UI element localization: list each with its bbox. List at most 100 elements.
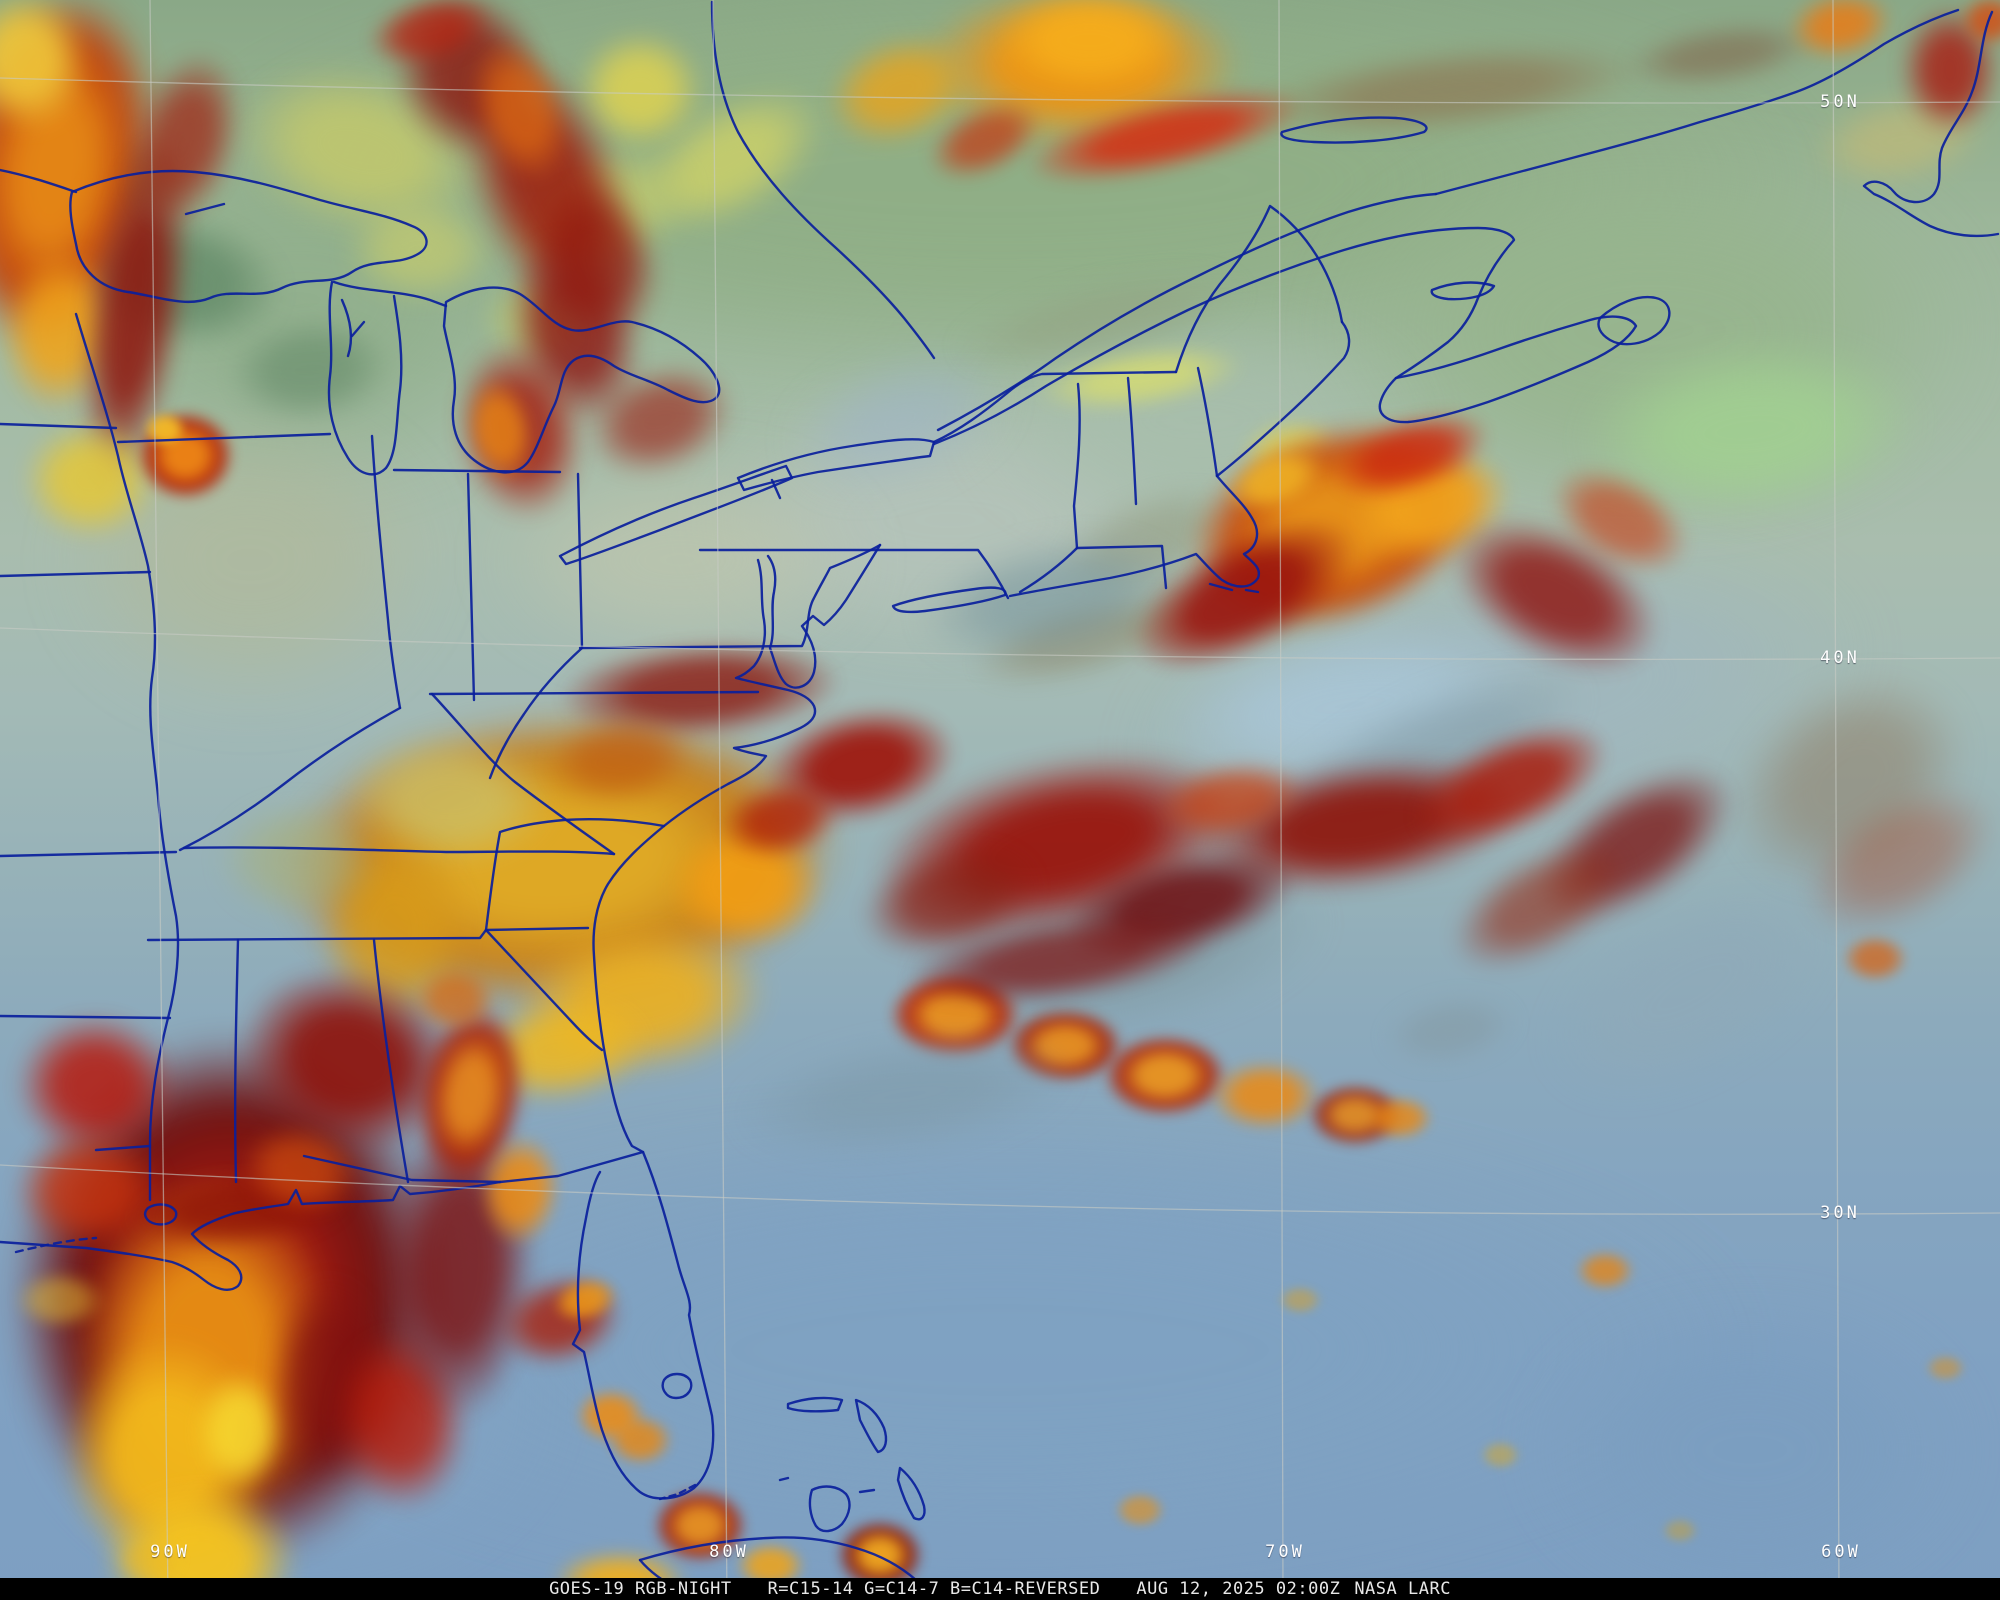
border-path (1196, 366, 1219, 478)
border-path (116, 432, 332, 444)
border-path (1862, 10, 2000, 238)
grid-label-40n: 40N (1820, 648, 1860, 668)
gridline-meridian-70w (1278, 0, 1284, 1600)
border-path (498, 1150, 715, 1500)
border-path (766, 543, 882, 689)
border-path (144, 1203, 178, 1226)
border-path (0, 168, 78, 194)
border-path (69, 169, 428, 304)
border-path (736, 438, 936, 492)
border-path (94, 1144, 152, 1152)
cloud-blob (1917, 1349, 1973, 1387)
cloud-blob (400, 955, 510, 1045)
gridline-parallel-30n (0, 1164, 2000, 1215)
grid-label-70w: 70W (1265, 1542, 1305, 1562)
border-path (1434, 8, 1960, 196)
grid-label-80w: 80W (709, 1542, 749, 1562)
border-path (592, 558, 817, 1154)
gridline-meridian-80w (712, 0, 728, 1600)
grid-label-90w: 90W (150, 1542, 190, 1562)
border-path (854, 1398, 888, 1454)
cloud-blob (1655, 1512, 1705, 1548)
border-path (1244, 588, 1260, 594)
border-path (1075, 544, 1168, 590)
border-path (932, 370, 1178, 444)
border-path (858, 1488, 876, 1494)
caption-channels: R=C15-14 G=C14-7 B=C14-REVERSED (767, 1579, 1101, 1599)
border-path (1018, 546, 1079, 594)
border-path (350, 320, 366, 338)
cloud-blob (135, 405, 195, 455)
border-path (1378, 315, 1638, 424)
caption-product: GOES-19 RGB-NIGHT (549, 1579, 732, 1599)
border-path (178, 706, 402, 852)
border-path (578, 543, 882, 650)
cloud-blob (1270, 1280, 1330, 1320)
border-path (340, 298, 353, 358)
border-path (466, 472, 476, 702)
border-path (184, 202, 226, 216)
border-path (1008, 474, 1261, 598)
border-path (1215, 320, 1351, 478)
border-path (576, 472, 584, 650)
border-path (658, 1483, 697, 1501)
border-path (896, 1466, 926, 1521)
border-path (710, 0, 936, 360)
border-path (638, 1536, 918, 1582)
border-path (1280, 116, 1428, 144)
cloud-blob (190, 780, 410, 940)
border-path (1072, 382, 1081, 550)
border-path (808, 1485, 851, 1533)
cloud-blob (562, 1377, 658, 1453)
gridline-parallel-40n (0, 627, 2000, 661)
border-path (778, 1476, 790, 1482)
gridline-parallel-50n (0, 77, 2000, 104)
border-path (392, 468, 562, 474)
border-path (1597, 295, 1671, 346)
border-path (428, 690, 760, 696)
border-path (786, 1396, 844, 1413)
cloud-blob (1450, 1250, 2000, 1600)
border-path (891, 586, 1007, 614)
grid-label-30n: 30N (1820, 1203, 1860, 1223)
gridline-meridian-90w (149, 0, 169, 1600)
border-path (0, 422, 118, 430)
border-path (488, 646, 584, 780)
border-path (370, 434, 402, 710)
border-path (372, 938, 410, 1184)
caption-credit: NASA LARC (1354, 1579, 1451, 1599)
border-path (484, 818, 666, 932)
border-path (936, 192, 1438, 432)
grid-label-60w: 60W (1821, 1542, 1861, 1562)
border-path (0, 850, 178, 858)
border-path (661, 1372, 693, 1400)
border-path (770, 478, 782, 500)
cloud-blob (1105, 1485, 1175, 1535)
cloud-blob (1830, 925, 1920, 991)
border-path (442, 286, 721, 474)
border-path (233, 938, 240, 1184)
border-path (430, 692, 616, 856)
cloud-blob (1355, 1088, 1445, 1148)
border-path (484, 928, 604, 1052)
border-path (0, 570, 152, 578)
border-path (932, 226, 1516, 446)
border-path (0, 1180, 502, 1291)
border-path (1126, 376, 1138, 506)
caption-bar: GOES-19 RGB-NIGHT R=C15-14 G=C14-7 B=C14… (0, 1578, 2000, 1600)
grid-label-50n: 50N (1820, 92, 1860, 112)
border-path (1430, 281, 1496, 301)
border-path (146, 926, 590, 942)
cloud-blob (1565, 1242, 1645, 1298)
border-path (302, 1154, 502, 1184)
gridline-meridian-60w (1832, 0, 1840, 1600)
caption-timestamp: AUG 12, 2025 02:00Z (1136, 1579, 1341, 1599)
border-path (0, 1014, 172, 1020)
cloud-blob (1472, 1435, 1528, 1475)
border-path (182, 846, 616, 856)
border-path (1208, 582, 1234, 592)
